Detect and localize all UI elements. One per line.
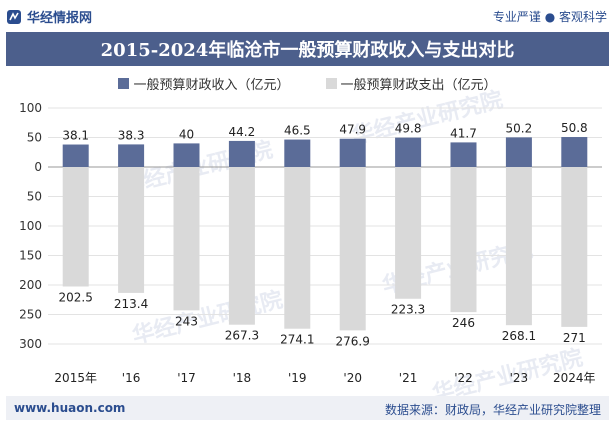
footer: www.huaon.com 数据来源：财政局，华经产业研究院整理 <box>6 396 609 420</box>
y-tick-label: 200 <box>19 278 42 292</box>
data-source: 数据来源：财政局，华经产业研究院整理 <box>384 403 601 417</box>
expense-data-label: 213.4 <box>114 297 148 311</box>
expense-bar <box>561 167 588 327</box>
income-data-label: 50.8 <box>561 121 588 135</box>
income-data-label: 47.9 <box>339 123 366 137</box>
y-tick-label: 150 <box>19 249 42 263</box>
income-bar <box>284 139 311 167</box>
income-bar <box>395 137 422 167</box>
expense-data-label: 274.1 <box>280 333 314 347</box>
legend-item-expense: 一般预算财政支出（亿元） <box>325 74 497 93</box>
x-tick-label: '16 <box>122 371 141 385</box>
expense-data-label: 267.3 <box>225 329 259 343</box>
income-bar <box>450 142 477 167</box>
expense-data-label: 276.9 <box>336 334 370 348</box>
slogan: 专业严谨 ● 客观科学 <box>492 10 607 24</box>
top-bar: 华经情报网 专业严谨 ● 客观科学 <box>0 0 615 32</box>
y-tick-label: 50 <box>27 190 42 204</box>
expense-bar <box>228 167 255 325</box>
legend-swatch-income <box>118 78 130 89</box>
x-tick-label: '18 <box>233 371 252 385</box>
logo-text: 华经情报网 <box>27 11 93 26</box>
footer-url: www.huaon.com <box>14 401 126 415</box>
income-data-label: 38.3 <box>118 128 145 142</box>
y-tick-label: 100 <box>19 101 42 115</box>
expense-bar <box>118 167 145 293</box>
expense-bar <box>284 167 311 329</box>
income-data-label: 41.7 <box>450 126 477 140</box>
x-tick-label: '22 <box>454 371 473 385</box>
x-tick-label: '20 <box>343 371 362 385</box>
income-bar <box>561 137 588 167</box>
income-data-label: 40 <box>179 127 194 141</box>
income-bar <box>118 144 145 167</box>
x-tick-label: '17 <box>177 371 196 385</box>
expense-bar <box>173 167 200 311</box>
y-tick-label: 250 <box>19 308 42 322</box>
income-data-label: 46.5 <box>284 124 311 138</box>
y-tick-label: 100 <box>19 219 42 233</box>
income-data-label: 44.2 <box>229 125 256 139</box>
y-tick-label: 300 <box>19 337 42 351</box>
expense-bar <box>339 167 366 331</box>
income-bar <box>339 138 366 167</box>
income-data-label: 38.1 <box>62 129 89 143</box>
income-bar <box>62 144 89 167</box>
expense-data-label: 246 <box>452 316 475 330</box>
legend-item-income: 一般预算财政收入（亿元） <box>118 74 290 93</box>
expense-bar <box>505 167 532 326</box>
x-tick-label: '23 <box>510 371 529 385</box>
expense-bar <box>450 167 477 313</box>
logo: 华经情报网 <box>6 7 92 26</box>
income-bar <box>505 137 532 167</box>
logo-icon <box>7 9 21 24</box>
expense-bar <box>395 167 422 299</box>
legend-swatch-expense <box>325 78 337 89</box>
y-tick-label: 50 <box>27 131 42 145</box>
expense-data-label: 271 <box>563 331 586 345</box>
expense-data-label: 268.1 <box>502 329 536 343</box>
expense-data-label: 202.5 <box>59 290 93 304</box>
expense-bar <box>62 167 89 287</box>
x-tick-label: 2024年 <box>553 371 596 385</box>
expense-data-label: 223.3 <box>391 303 425 317</box>
chart-title: 2015-2024年临沧市一般预算财政收入与支出对比 <box>6 32 609 66</box>
legend-label-income: 一般预算财政收入（亿元） <box>133 78 290 93</box>
income-bar <box>173 143 200 167</box>
income-data-label: 49.8 <box>395 122 422 136</box>
legend-label-expense: 一般预算财政支出（亿元） <box>340 78 497 93</box>
y-tick-label: 0 <box>34 160 42 174</box>
x-tick-label: '19 <box>288 371 307 385</box>
income-bar <box>228 140 255 167</box>
expense-data-label: 243 <box>175 314 198 328</box>
x-tick-label: '21 <box>399 371 418 385</box>
legend: 一般预算财政收入（亿元） 一般预算财政支出（亿元） <box>0 74 615 93</box>
income-data-label: 50.2 <box>506 121 533 135</box>
x-tick-label: 2015年 <box>54 371 97 385</box>
